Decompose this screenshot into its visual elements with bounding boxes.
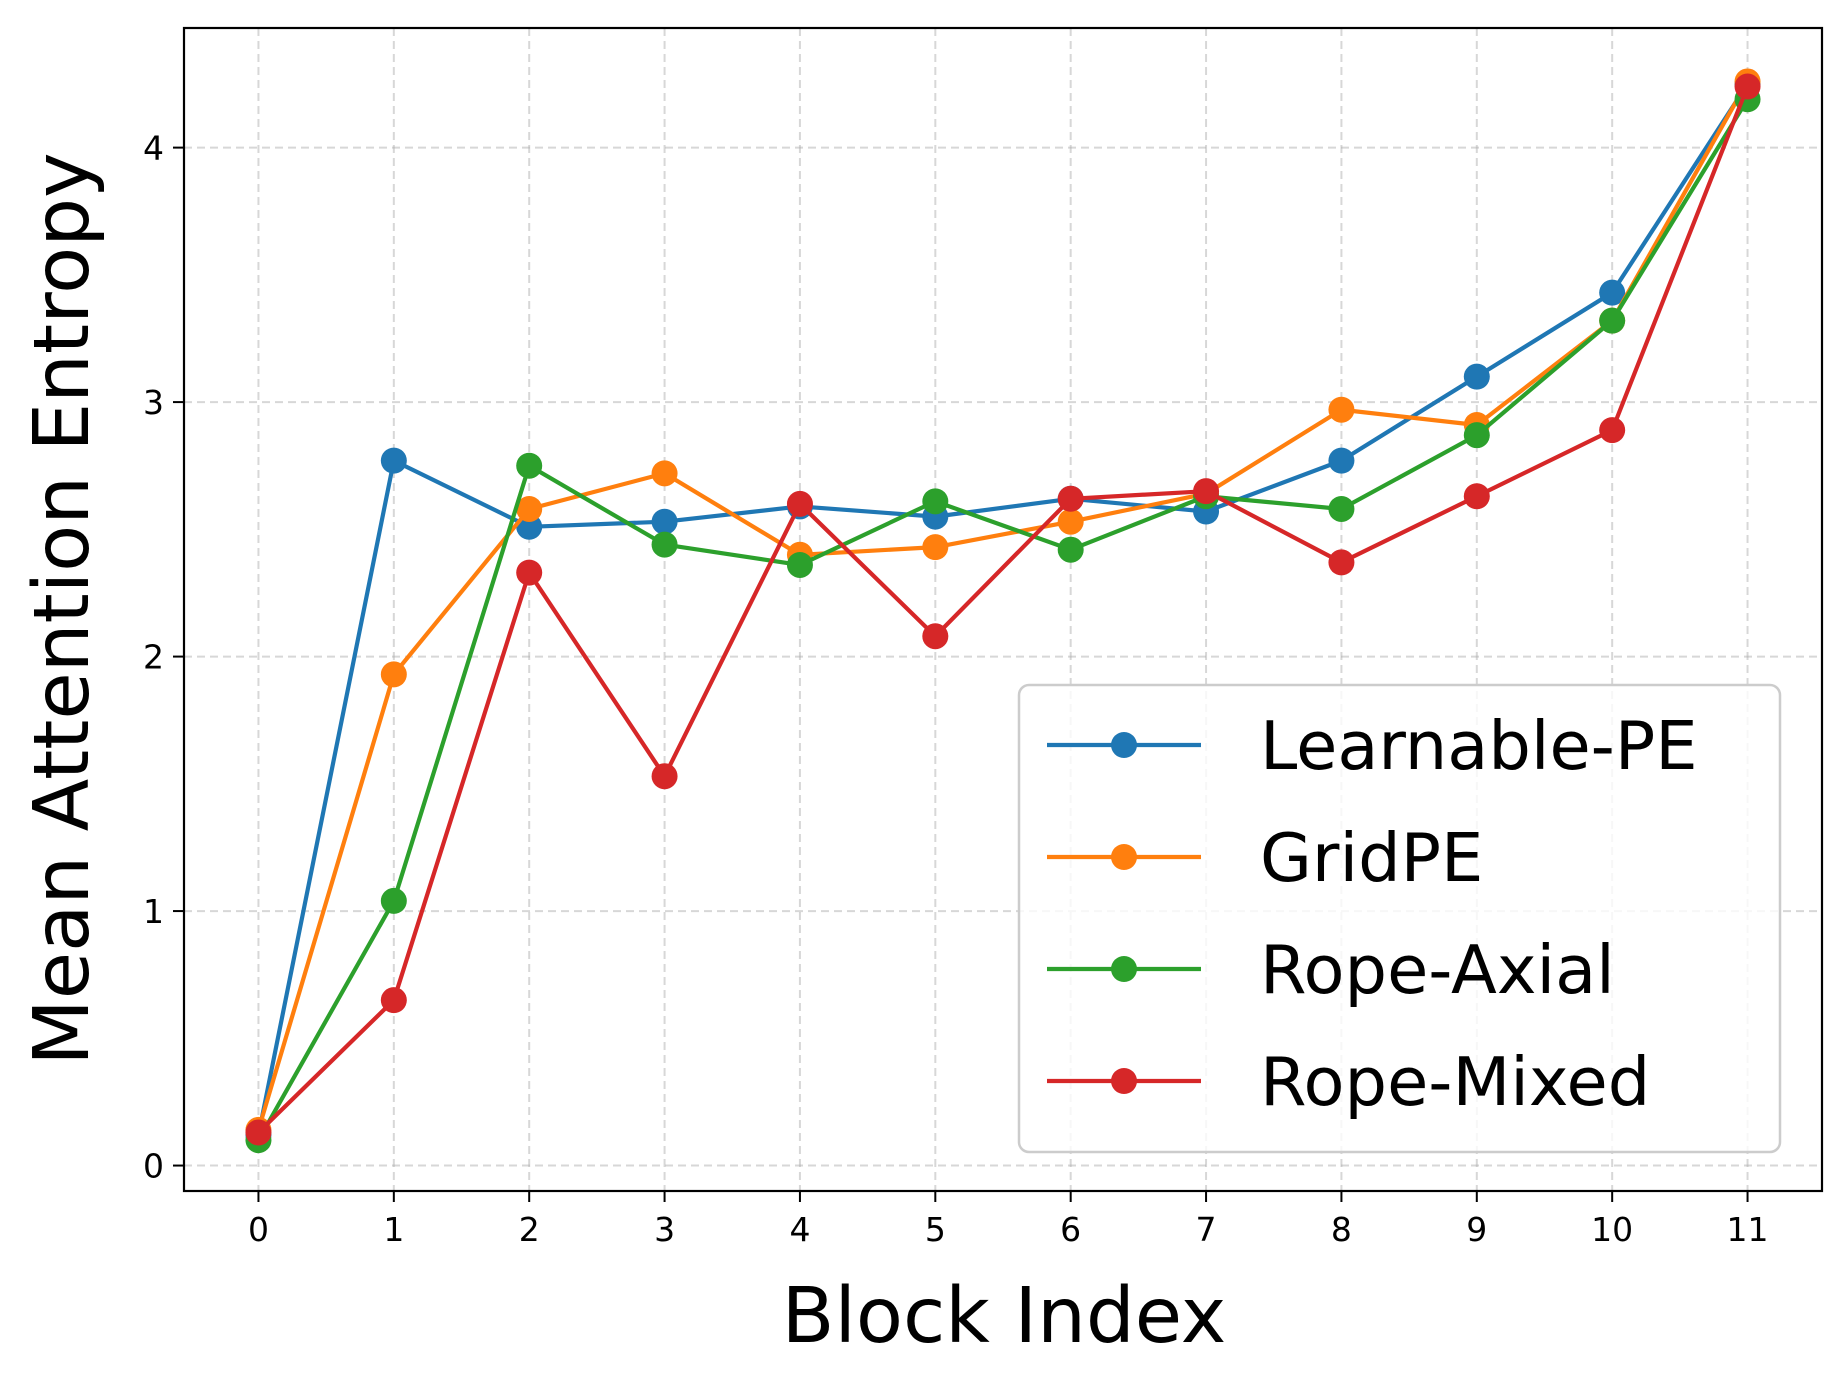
legend-label: Rope-Axial — [1260, 931, 1615, 1009]
data-point — [922, 623, 949, 650]
x-tick-label: 0 — [248, 1210, 269, 1249]
data-point — [1057, 485, 1084, 512]
x-tick-label: 9 — [1466, 1210, 1487, 1249]
y-axis-title: Mean Attention Entropy — [18, 152, 107, 1065]
x-tick-label: 5 — [925, 1210, 946, 1249]
data-point — [786, 551, 813, 578]
y-tick-label: 0 — [143, 1147, 164, 1186]
axes: 0 1 2 3 4 5 6 7 8 9 10 11 0 1 2 3 4 — [143, 26, 1824, 1249]
plot-frame — [182, 26, 1824, 1193]
x-tick-label: 3 — [654, 1210, 675, 1249]
legend-item: Rope-Axial — [1047, 931, 1615, 1009]
legend-item: GridPE — [1047, 819, 1483, 897]
x-tick-label: 7 — [1196, 1210, 1217, 1249]
legend-box — [1017, 683, 1782, 1154]
data-point — [1734, 73, 1761, 100]
x-axis-title: Block Index — [782, 1272, 1227, 1361]
data-point — [651, 531, 678, 558]
legend-swatch-marker — [1111, 844, 1137, 870]
series-line — [256, 84, 1750, 1135]
data-point — [1599, 307, 1626, 334]
data-point — [516, 495, 543, 522]
y-tick-label: 1 — [143, 892, 164, 931]
data-point — [1463, 483, 1490, 510]
data-point — [245, 1119, 272, 1146]
data-point — [1057, 508, 1084, 535]
data-point — [922, 488, 949, 515]
x-tick-label: 4 — [789, 1210, 810, 1249]
legend-swatch-marker — [1111, 732, 1137, 758]
data-point — [1463, 422, 1490, 449]
legend-item: Learnable-PE — [1047, 707, 1698, 785]
series-lines — [245, 68, 1761, 1154]
data-point — [516, 513, 543, 540]
legend-swatch-marker — [1111, 956, 1137, 982]
data-point — [1599, 279, 1626, 306]
legend-swatch-marker — [1111, 1068, 1137, 1094]
data-point — [516, 559, 543, 586]
data-point — [1599, 417, 1626, 444]
series-line — [256, 97, 1750, 1143]
legend-label: Rope-Mixed — [1260, 1043, 1650, 1121]
x-tick-label: 2 — [519, 1210, 540, 1249]
data-point — [922, 534, 949, 561]
data-point — [1328, 495, 1355, 522]
data-point — [1328, 396, 1355, 423]
data-point — [380, 887, 407, 914]
data-point — [1328, 549, 1355, 576]
data-point — [380, 987, 407, 1014]
legend-label: GridPE — [1260, 819, 1483, 897]
data-point — [651, 460, 678, 487]
y-tick-label: 4 — [143, 129, 164, 168]
y-tick-label: 3 — [143, 383, 164, 422]
data-point — [651, 508, 678, 535]
data-point — [651, 763, 678, 790]
y-tick-label: 2 — [143, 638, 164, 677]
x-tick-label: 6 — [1060, 1210, 1081, 1249]
data-point — [1328, 447, 1355, 474]
data-point — [1463, 363, 1490, 390]
legend: Learnable-PE GridPE Rope-Axial Rope-Mixed — [1017, 683, 1782, 1154]
series-rope-mixed — [245, 73, 1761, 1146]
data-point — [1193, 478, 1220, 505]
x-tick-label: 11 — [1727, 1210, 1769, 1249]
legend-item: Rope-Mixed — [1047, 1043, 1650, 1121]
data-point — [380, 447, 407, 474]
legend-label: Learnable-PE — [1260, 707, 1698, 785]
data-point — [1057, 536, 1084, 563]
x-tick-label: 1 — [383, 1210, 404, 1249]
data-point — [516, 452, 543, 479]
x-tick-label: 10 — [1591, 1210, 1633, 1249]
data-point — [380, 661, 407, 688]
data-point — [786, 490, 813, 517]
series-line — [256, 81, 1750, 1138]
x-tick-label: 8 — [1331, 1210, 1352, 1249]
